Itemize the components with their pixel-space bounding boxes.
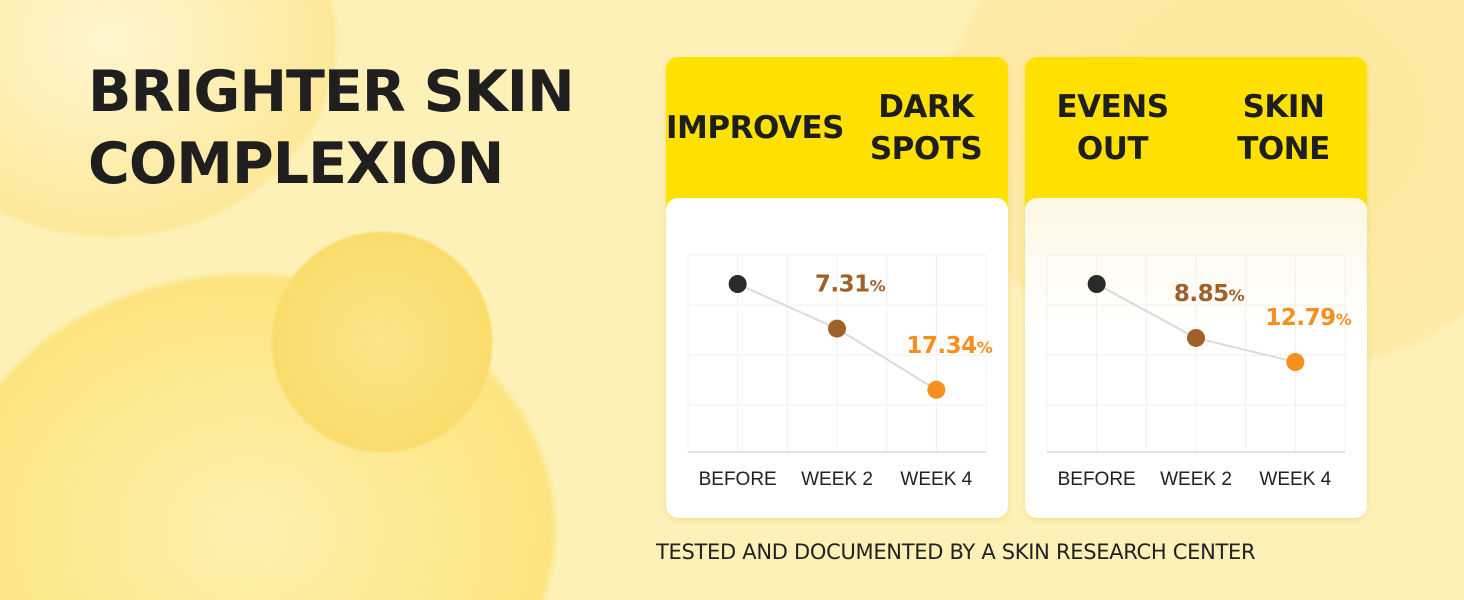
headline-line-2: COMPLEXION: [88, 131, 504, 197]
card-title-line: DARK SPOTS: [869, 88, 983, 167]
card-title-line: EVENS OUT: [1056, 88, 1169, 167]
chart-body: BEFORE WEEK 2 7.31% WEEK 4 17.34%: [666, 198, 1008, 518]
card-title: EVENS OUT SKIN TONE: [1025, 57, 1367, 198]
card-title-line: IMPROVES: [666, 109, 845, 146]
x-tick-label: BEFORE: [699, 469, 777, 490]
data-label: 8.85%: [1174, 281, 1245, 307]
x-tick-label: WEEK 2: [801, 469, 873, 490]
data-label: 7.31%: [815, 272, 886, 298]
footer-note: TESTED AND DOCUMENTED BY A SKIN RESEARCH…: [656, 540, 1256, 564]
data-label: 17.34%: [906, 333, 992, 359]
data-point: [728, 275, 747, 293]
x-tick-label: WEEK 4: [1259, 469, 1331, 490]
data-point: [1187, 328, 1205, 347]
headline: BRIGHTER SKIN COMPLEXION: [88, 56, 575, 200]
data-point: [927, 380, 946, 399]
card-title: IMPROVES DARK SPOTS: [666, 57, 1008, 198]
x-tick-label: BEFORE: [1058, 469, 1136, 490]
data-label: 12.79%: [1265, 305, 1351, 331]
card-title-line: SKIN TONE: [1237, 88, 1330, 167]
chart-body: BEFORE WEEK 2 8.85% WEEK 4 12.79%: [1025, 198, 1367, 518]
line-chart: BEFORE WEEK 2 7.31% WEEK 4 17.34%: [687, 254, 993, 490]
x-tick-label: WEEK 4: [900, 469, 972, 490]
line-chart: BEFORE WEEK 2 8.85% WEEK 4 12.79%: [1046, 254, 1352, 490]
headline-line-1: BRIGHTER SKIN: [88, 59, 575, 125]
chart-card-skin-tone: EVENS OUT SKIN TONE BEFORE WEEK 2 8.85% WEEK…: [1025, 57, 1367, 518]
data-point: [1087, 275, 1106, 293]
x-tick-label: WEEK 2: [1160, 469, 1232, 490]
data-point: [828, 319, 846, 338]
data-point: [1286, 353, 1305, 372]
chart-card-dark-spots: IMPROVES DARK SPOTS BEFORE WEEK 2 7.31% WEEK…: [666, 57, 1008, 518]
